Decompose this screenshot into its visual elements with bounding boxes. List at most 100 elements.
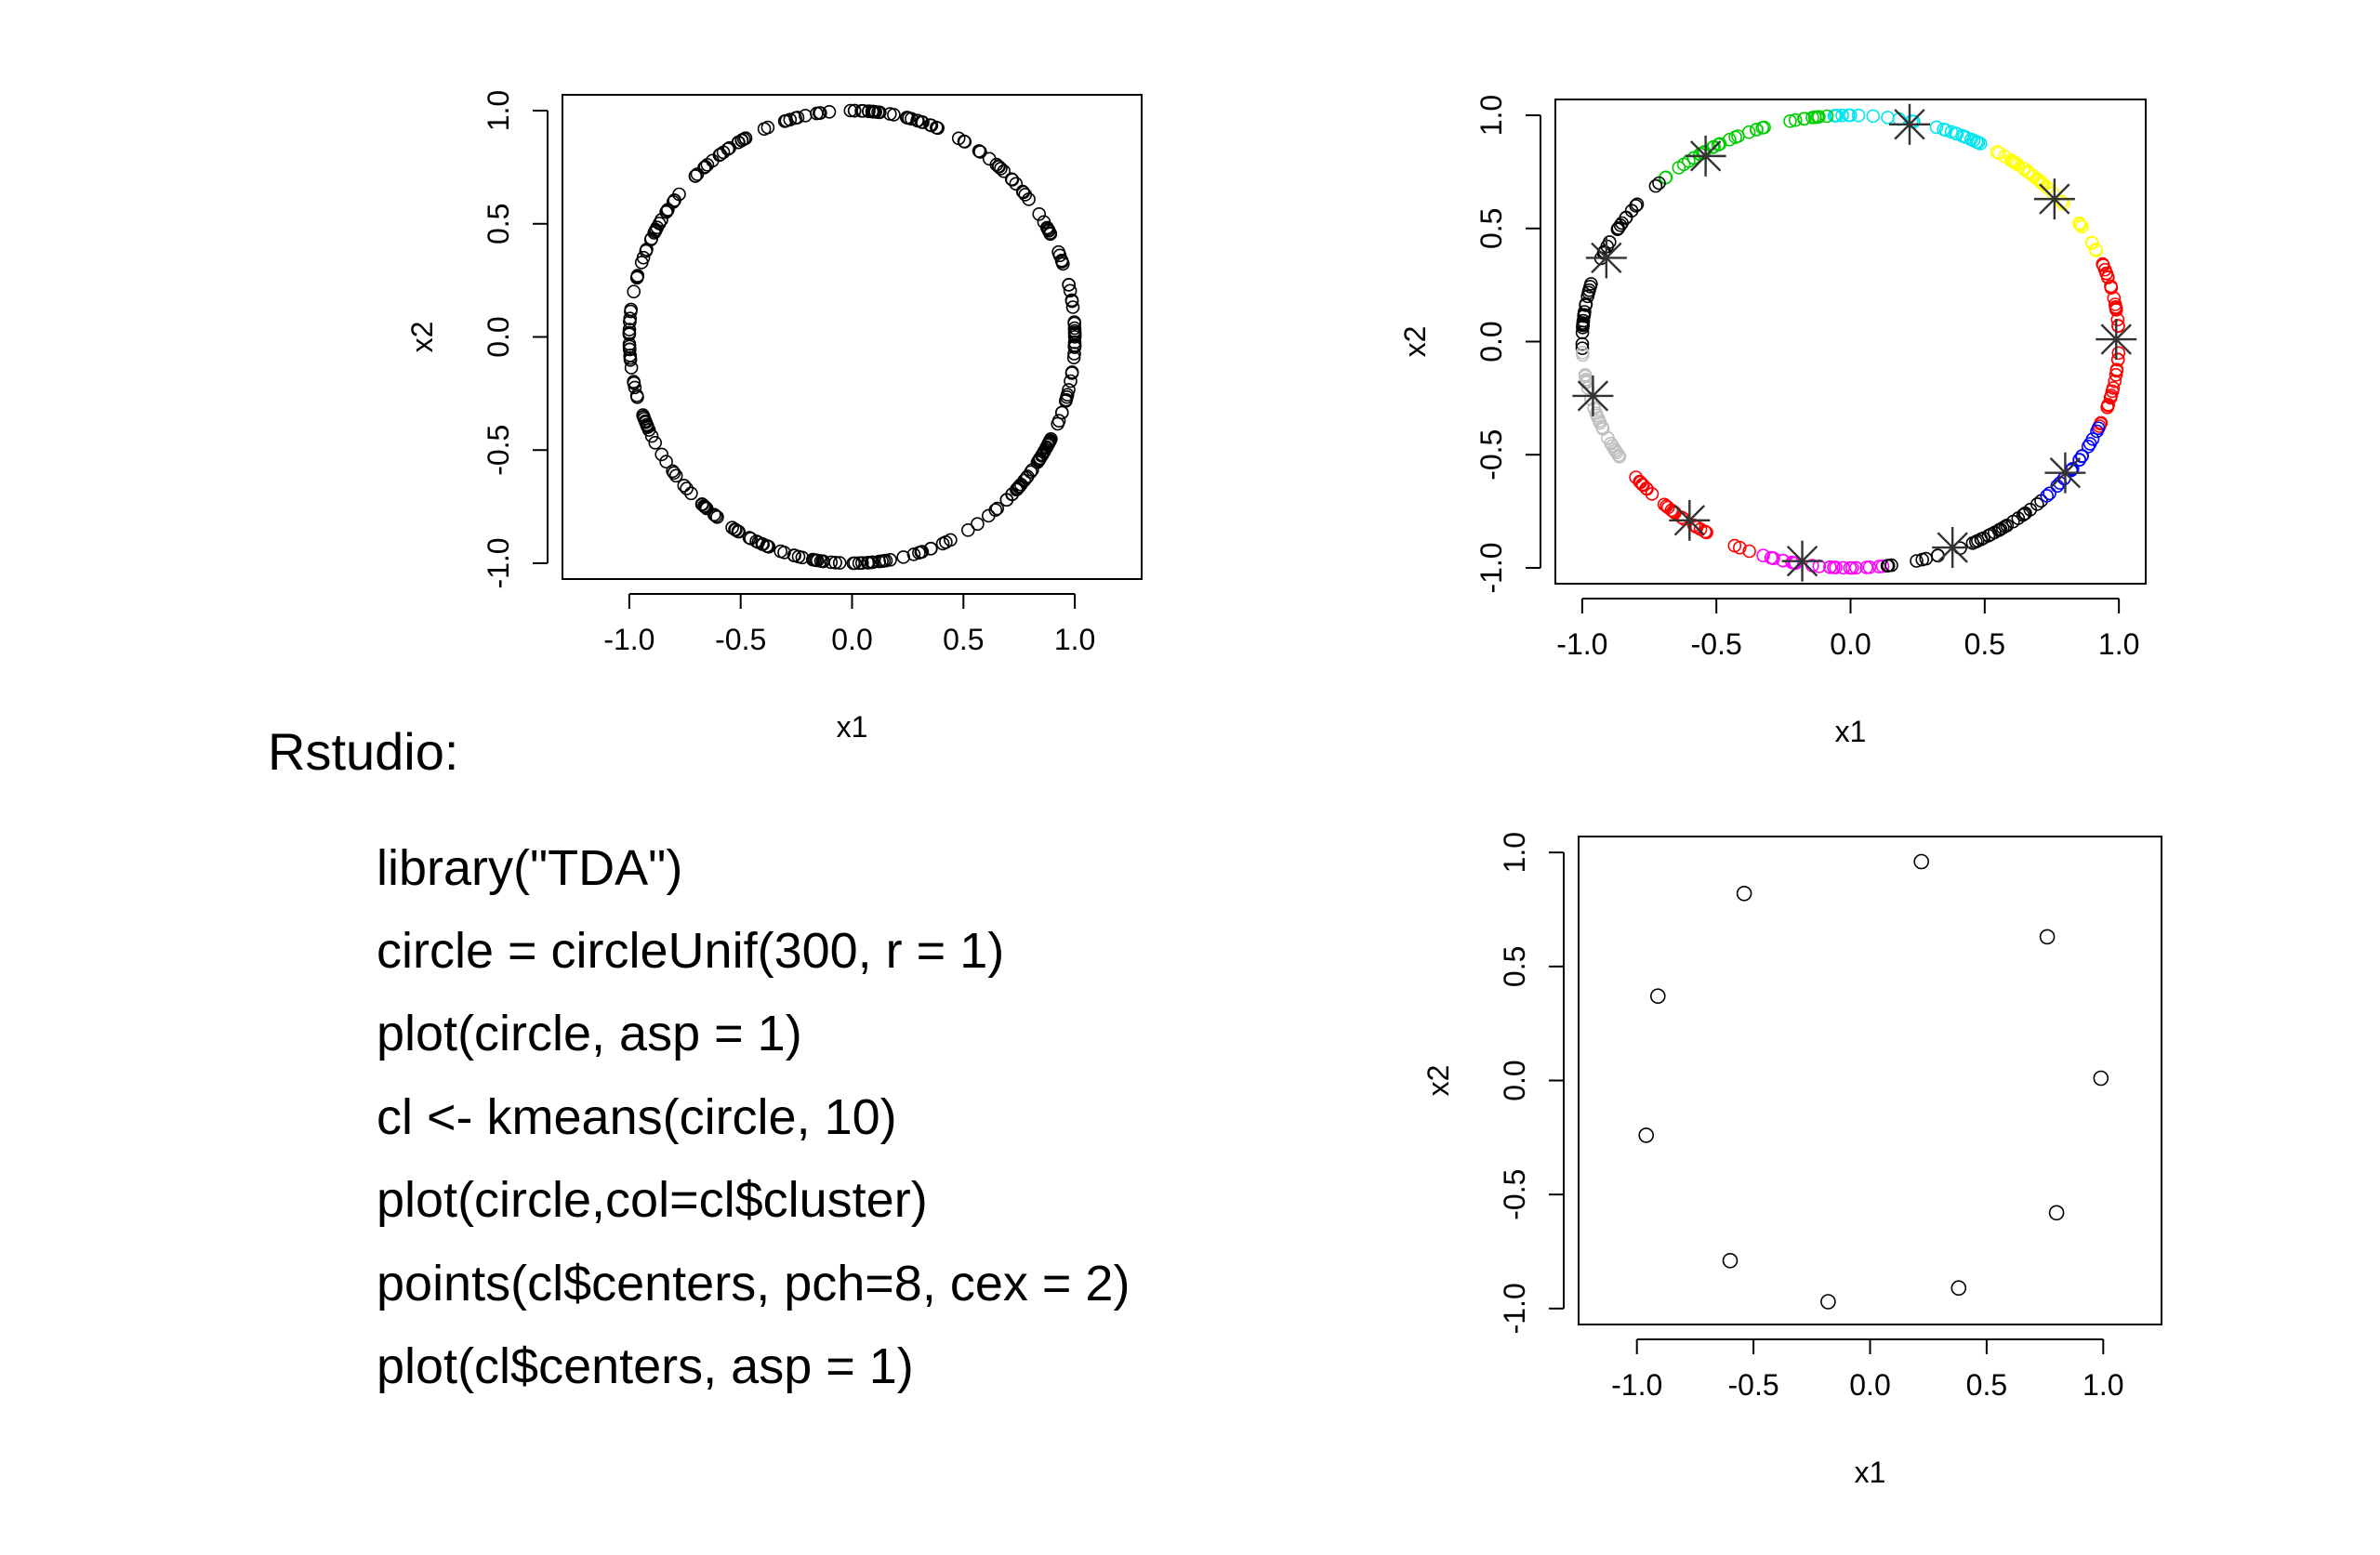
data-point (1055, 405, 1069, 420)
data-point (843, 103, 858, 118)
data-point (1065, 300, 1080, 314)
data-point (1884, 558, 1898, 573)
data-point (1827, 109, 1842, 123)
data-point (1652, 176, 1666, 191)
data-point (1005, 173, 1020, 187)
data-point (706, 153, 720, 168)
data-point (1742, 544, 1756, 559)
data-point (944, 533, 958, 547)
data-point (2043, 486, 2056, 501)
data-point (1757, 120, 1771, 135)
data-point (1051, 414, 1066, 428)
data-point (1063, 283, 1078, 298)
data-point (1633, 475, 1647, 490)
data-point (1988, 525, 2002, 540)
data-point (1064, 374, 1078, 389)
y-tick-label: 1.0 (482, 90, 515, 131)
data-point (2085, 432, 2100, 446)
data-point (1583, 280, 1597, 294)
data-point (1881, 111, 1895, 125)
data-point (1727, 538, 1742, 553)
data-point (1032, 207, 1046, 221)
data-point (896, 550, 911, 564)
x-tick-label: 1.0 (1054, 623, 1095, 656)
data-point (1043, 433, 1057, 448)
data-point (1067, 321, 1082, 336)
data-point (734, 133, 749, 148)
y-tick-label: -0.5 (482, 425, 515, 476)
data-point (1059, 392, 1073, 407)
data-point (725, 521, 739, 535)
data-point (1037, 444, 1051, 459)
data-point (1937, 122, 1950, 137)
data-point (2103, 390, 2118, 404)
data-point (971, 517, 985, 532)
data-point (1929, 120, 1944, 135)
data-point (1067, 347, 1081, 361)
data-point (1636, 478, 1650, 493)
data-point (2072, 216, 2086, 231)
data-point (1836, 560, 1851, 575)
y-tick-label: 1.0 (1474, 95, 1508, 136)
data-point (1812, 110, 1826, 124)
data-point (994, 162, 1008, 176)
data-point (854, 556, 869, 571)
data-point (866, 104, 881, 119)
data-point (1575, 336, 1590, 351)
data-point (1633, 474, 1646, 489)
data-point (624, 302, 639, 317)
y-axis-label: x2 (1398, 326, 1432, 358)
circle-scatter-plot: -1.0 -0.5 0.0 0.5 1.0 x1 -1.0 -0.5 0.0 0.5 1.0 x2 (405, 90, 1143, 744)
data-point (824, 555, 839, 570)
data-point (1648, 178, 1663, 193)
data-point (722, 140, 736, 155)
data-point (2084, 235, 2099, 250)
cluster-center-star (2096, 319, 2137, 361)
code-block: library("TDA") circle = circleUnif(300, … (377, 840, 1130, 1394)
data-point (822, 105, 837, 119)
cluster-center-star (1889, 103, 1930, 145)
y-tick-label: 0.0 (1474, 321, 1508, 362)
data-point (1971, 136, 1986, 150)
data-point (666, 464, 680, 479)
data-point (2096, 257, 2109, 271)
data-point (847, 103, 862, 118)
data-point (1012, 480, 1025, 494)
data-point (805, 552, 820, 567)
center-point (2048, 1205, 2065, 1221)
data-point (1880, 559, 1895, 573)
x-tick-label: 0.0 (831, 623, 872, 656)
data-point (629, 389, 644, 402)
data-point (1819, 109, 1834, 124)
data-point (905, 112, 919, 126)
data-point (1629, 470, 1643, 484)
data-point (628, 380, 642, 395)
data-point (1009, 177, 1024, 191)
data-point (2109, 363, 2123, 378)
data-point (815, 554, 830, 569)
data-point (710, 509, 724, 524)
center-point (1722, 1253, 1739, 1269)
data-point (832, 556, 847, 570)
data-point (991, 159, 1006, 174)
cluster-center-star (1572, 375, 1614, 416)
code-line: plot(circle,col=cl$cluster) (377, 1172, 928, 1228)
y-tick-label: -0.5 (1498, 1169, 1531, 1220)
data-point (622, 342, 637, 357)
x-axis-label: x1 (1855, 1456, 1886, 1489)
data-point (1835, 108, 1849, 123)
x-tick-label: -0.5 (715, 623, 766, 656)
cluster-center-star (1685, 135, 1726, 177)
data-point (1944, 125, 1959, 139)
data-point (931, 121, 945, 136)
data-point (677, 479, 692, 493)
data-point (2111, 346, 2126, 361)
x-tick-label: 1.0 (2098, 627, 2139, 661)
data-point (667, 466, 681, 481)
data-point (1707, 139, 1721, 154)
cluster-center-star (1781, 540, 1823, 582)
data-point (1610, 222, 1625, 236)
data-point (1010, 481, 1025, 496)
x-tick-label: 0.5 (1964, 627, 2005, 661)
data-point (1788, 112, 1803, 127)
